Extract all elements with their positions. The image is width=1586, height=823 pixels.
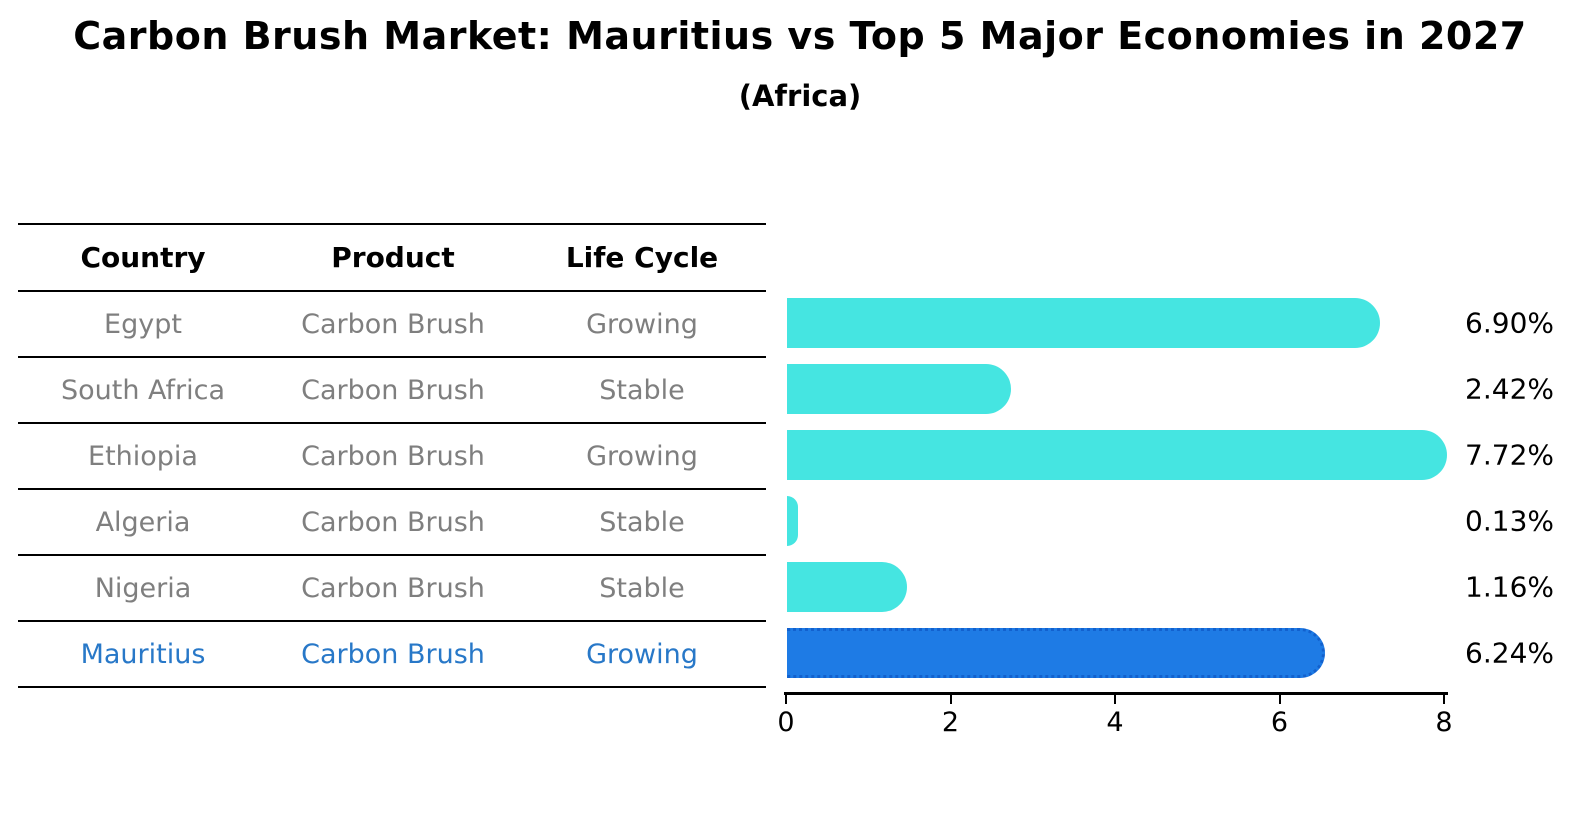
cell-life-cycle: Stable <box>599 506 685 538</box>
bar-ethiopia <box>787 430 1447 480</box>
bar-value-label-algeria: 0.13% <box>1465 504 1554 538</box>
cell-country: Egypt <box>104 308 182 340</box>
x-axis-tick-label-4: 4 <box>1106 707 1124 738</box>
bar-value-label-south-africa: 2.42% <box>1465 372 1554 406</box>
cell-life-cycle: Stable <box>599 572 685 604</box>
cell-life-cycle: Growing <box>586 638 698 670</box>
cell-country: Ethiopia <box>88 440 198 472</box>
table-row-ethiopia: Ethiopia Carbon Brush Growing <box>18 424 766 490</box>
table-body: Egypt Carbon Brush Growing South Africa Carb… <box>18 292 766 688</box>
x-axis-tick-4 <box>1114 695 1116 704</box>
cell-life-cycle: Growing <box>586 440 698 472</box>
x-axis-tick-label-2: 2 <box>941 707 960 738</box>
cell-country: South Africa <box>60 374 226 406</box>
cell-product: Carbon Brush <box>301 308 485 340</box>
table-row-nigeria: Nigeria Carbon Brush Stable <box>18 556 766 622</box>
chart-subtitle: (Africa) <box>738 79 862 113</box>
table-row-algeria: Algeria Carbon Brush Stable <box>18 490 766 556</box>
x-axis-tick-label-8: 8 <box>1435 707 1453 738</box>
cell-product: Carbon Brush <box>301 374 485 406</box>
cell-country: Algeria <box>95 506 191 538</box>
x-axis-tick-8 <box>1443 695 1445 704</box>
x-axis-tick-0 <box>785 695 787 704</box>
column-header-country: Country <box>80 241 206 274</box>
x-axis-tick-6 <box>1278 695 1281 704</box>
cell-country: Nigeria <box>94 572 192 604</box>
bar-algeria <box>787 496 798 546</box>
x-axis-tick-2 <box>949 695 952 704</box>
cell-product: Carbon Brush <box>301 638 485 670</box>
cell-life-cycle: Stable <box>599 374 685 406</box>
bar-nigeria <box>787 562 908 612</box>
column-header-life-cycle: Life Cycle <box>565 241 719 274</box>
cell-life-cycle: Growing <box>586 308 698 340</box>
country-table: Country Product Life Cycle Egypt Carbon B… <box>18 223 766 688</box>
bar-value-label-ethiopia: 7.72% <box>1465 438 1554 472</box>
table-row-south-africa: South Africa Carbon Brush Stable <box>18 358 766 424</box>
cell-country: Mauritius <box>80 638 206 670</box>
cell-product: Carbon Brush <box>301 572 485 604</box>
table-row-egypt: Egypt Carbon Brush Growing <box>18 292 766 358</box>
bar-south-africa <box>787 364 1012 414</box>
x-axis-line <box>784 692 1448 695</box>
bar-value-label-egypt: 6.90% <box>1465 306 1554 340</box>
table-row-mauritius: Mauritius Carbon Brush Growing <box>18 622 766 688</box>
table-header-row: Country Product Life Cycle <box>18 225 766 292</box>
cell-product: Carbon Brush <box>301 506 485 538</box>
column-header-product: Product <box>331 241 455 274</box>
x-axis-tick-label-6: 6 <box>1270 707 1289 738</box>
chart-title: Carbon Brush Market: Mauritius vs Top 5 … <box>73 14 1527 58</box>
bar-egypt <box>787 298 1380 348</box>
bar-mauritius <box>787 628 1326 678</box>
cell-product: Carbon Brush <box>301 440 485 472</box>
bar-value-label-nigeria: 1.16% <box>1465 570 1554 604</box>
x-axis-tick-label-0: 0 <box>777 707 795 738</box>
bar-value-label-mauritius: 6.24% <box>1465 636 1554 670</box>
